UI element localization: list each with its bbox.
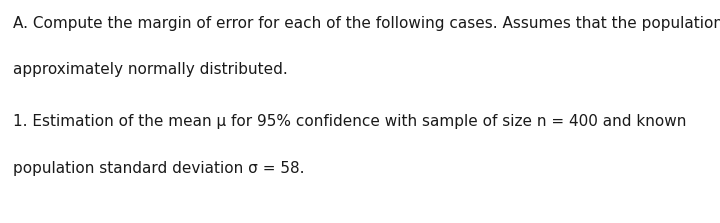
Text: population standard deviation σ = 58.: population standard deviation σ = 58. bbox=[13, 161, 305, 176]
Text: approximately normally distributed.: approximately normally distributed. bbox=[13, 62, 288, 77]
Text: 1. Estimation of the mean μ for 95% confidence with sample of size n = 400 and k: 1. Estimation of the mean μ for 95% conf… bbox=[13, 114, 686, 129]
Text: A. Compute the margin of error for each of the following cases. Assumes that the: A. Compute the margin of error for each … bbox=[13, 16, 720, 31]
